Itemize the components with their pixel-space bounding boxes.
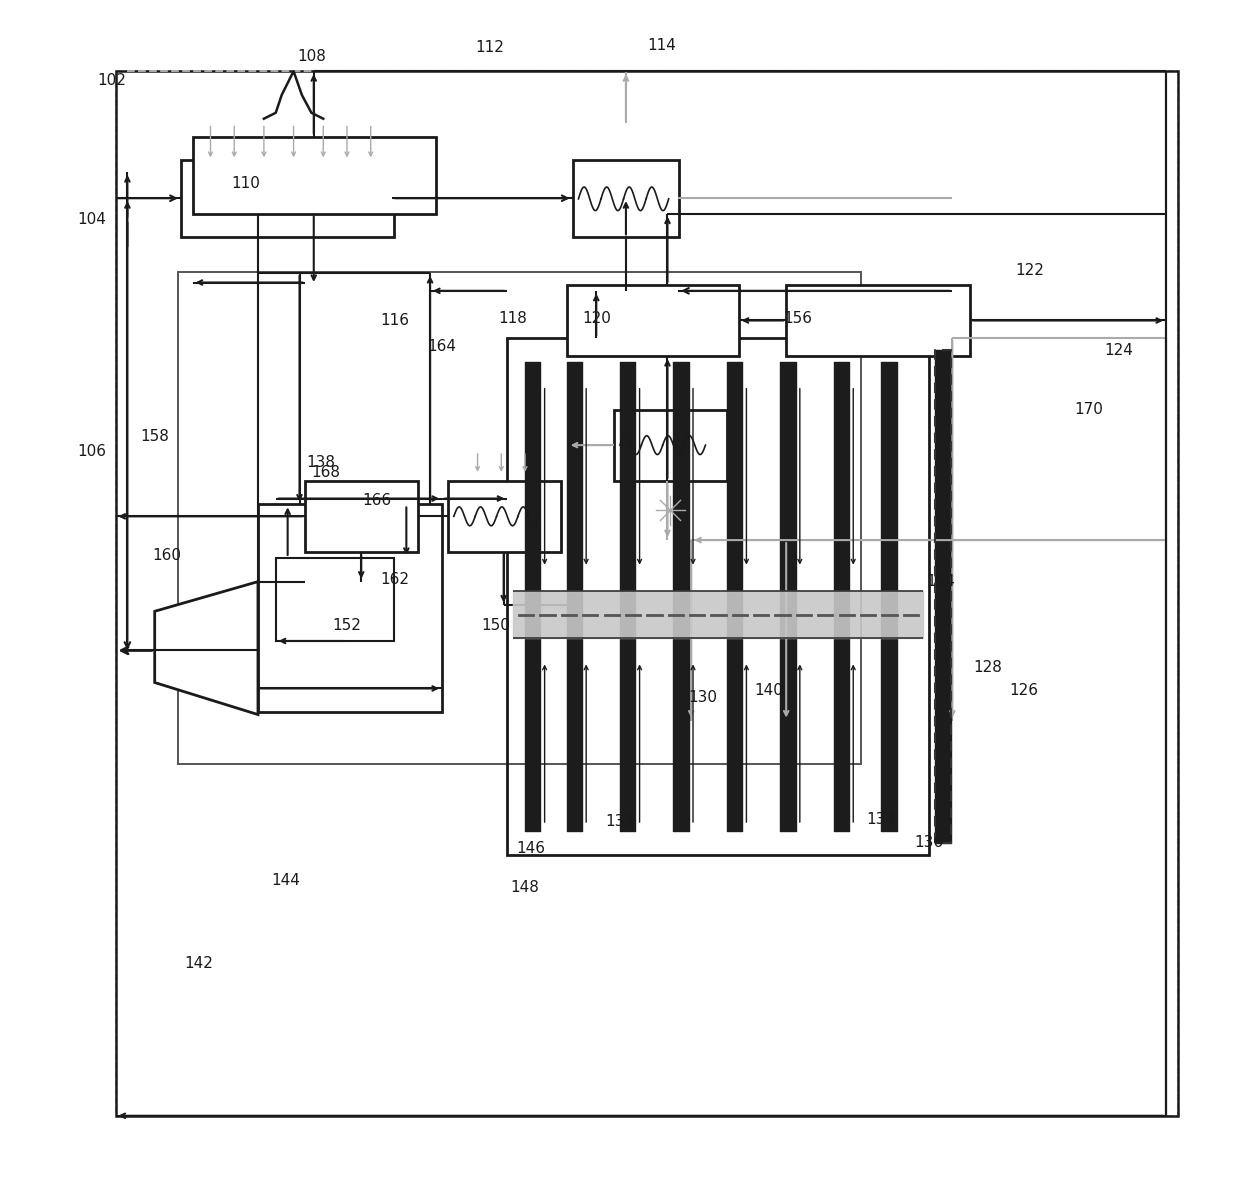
Bar bbox=[115, 71, 1178, 1116]
Text: 148: 148 bbox=[511, 881, 539, 895]
Polygon shape bbox=[155, 582, 258, 715]
Text: 124: 124 bbox=[1104, 343, 1133, 357]
Text: 120: 120 bbox=[582, 311, 610, 325]
Text: 142: 142 bbox=[185, 957, 213, 971]
Text: 102: 102 bbox=[98, 74, 126, 88]
Text: 104: 104 bbox=[77, 212, 107, 227]
Text: 110: 110 bbox=[232, 177, 260, 191]
Text: 108: 108 bbox=[296, 50, 326, 64]
Text: 146: 146 bbox=[517, 842, 546, 856]
Text: 128: 128 bbox=[973, 660, 1002, 674]
Text: 106: 106 bbox=[77, 444, 107, 458]
Bar bbox=[115, 71, 1178, 1116]
Text: 112: 112 bbox=[475, 40, 503, 55]
Bar bbox=[192, 137, 436, 214]
Bar bbox=[614, 410, 727, 481]
Text: 156: 156 bbox=[784, 311, 812, 325]
Text: 158: 158 bbox=[140, 430, 169, 444]
Text: 164: 164 bbox=[428, 339, 456, 354]
Text: 170: 170 bbox=[1074, 402, 1104, 417]
Text: 122: 122 bbox=[1016, 264, 1044, 278]
Text: 114: 114 bbox=[647, 38, 676, 52]
Text: 168: 168 bbox=[311, 465, 340, 480]
Text: 118: 118 bbox=[498, 311, 527, 325]
Bar bbox=[786, 285, 970, 356]
Bar bbox=[448, 481, 560, 552]
Text: 130: 130 bbox=[688, 691, 718, 705]
Text: 166: 166 bbox=[362, 494, 392, 508]
Bar bbox=[567, 285, 739, 356]
Bar bbox=[179, 272, 861, 764]
Text: 132: 132 bbox=[605, 814, 635, 829]
Text: 160: 160 bbox=[153, 548, 181, 563]
Bar bbox=[507, 338, 929, 855]
Text: 152: 152 bbox=[332, 618, 361, 633]
Text: 154: 154 bbox=[926, 575, 955, 589]
Text: 134: 134 bbox=[867, 812, 895, 826]
Bar bbox=[275, 558, 394, 641]
Text: 138: 138 bbox=[306, 456, 335, 470]
Text: 136: 136 bbox=[914, 836, 944, 850]
Bar bbox=[181, 160, 394, 237]
Text: 140: 140 bbox=[754, 684, 782, 698]
Text: 144: 144 bbox=[270, 874, 300, 888]
Bar bbox=[573, 160, 680, 237]
Text: 162: 162 bbox=[379, 572, 409, 586]
Bar bbox=[258, 504, 441, 712]
Text: 116: 116 bbox=[379, 313, 409, 328]
Text: 150: 150 bbox=[481, 618, 510, 633]
Text: 126: 126 bbox=[1009, 684, 1038, 698]
Bar bbox=[305, 481, 418, 552]
